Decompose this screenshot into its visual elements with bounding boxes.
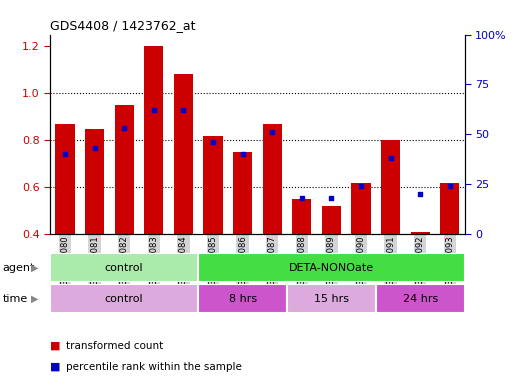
Text: 24 hrs: 24 hrs	[403, 293, 438, 304]
Text: ■: ■	[50, 341, 61, 351]
Point	[179, 108, 187, 114]
Point	[61, 151, 69, 157]
Text: 8 hrs: 8 hrs	[229, 293, 257, 304]
Text: control: control	[105, 263, 144, 273]
Text: percentile rank within the sample: percentile rank within the sample	[66, 362, 242, 372]
Point	[90, 145, 99, 151]
Point	[268, 129, 277, 136]
Bar	[203, 136, 223, 234]
Bar	[55, 124, 74, 234]
Point	[327, 195, 336, 201]
Text: GDS4408 / 1423762_at: GDS4408 / 1423762_at	[50, 19, 196, 32]
Point	[298, 195, 306, 201]
Point	[416, 191, 425, 197]
Text: time: time	[3, 293, 28, 304]
Text: DETA-NONOate: DETA-NONOate	[289, 263, 374, 273]
Point	[209, 139, 217, 146]
Bar	[50, 284, 198, 313]
Point	[386, 155, 395, 161]
Text: ■: ■	[50, 362, 61, 372]
Bar	[50, 253, 198, 282]
Bar	[115, 105, 134, 234]
Point	[238, 151, 247, 157]
Point	[357, 183, 365, 189]
Text: agent: agent	[3, 263, 35, 273]
Point	[120, 125, 128, 131]
Text: ▶: ▶	[31, 263, 38, 273]
Bar	[287, 284, 376, 313]
Bar	[381, 140, 400, 234]
Bar	[233, 152, 252, 234]
Bar	[198, 253, 465, 282]
Bar	[322, 206, 341, 234]
Bar	[292, 199, 312, 234]
Bar	[174, 74, 193, 234]
Bar	[376, 284, 465, 313]
Point	[149, 108, 158, 114]
Bar	[440, 182, 459, 234]
Text: ▶: ▶	[31, 293, 38, 304]
Point	[446, 183, 454, 189]
Bar	[85, 129, 104, 234]
Bar	[411, 232, 430, 234]
Bar	[352, 182, 371, 234]
Bar	[144, 46, 163, 234]
Bar	[198, 284, 287, 313]
Text: control: control	[105, 293, 144, 304]
Text: transformed count: transformed count	[66, 341, 163, 351]
Text: 15 hrs: 15 hrs	[314, 293, 349, 304]
Bar	[262, 124, 282, 234]
